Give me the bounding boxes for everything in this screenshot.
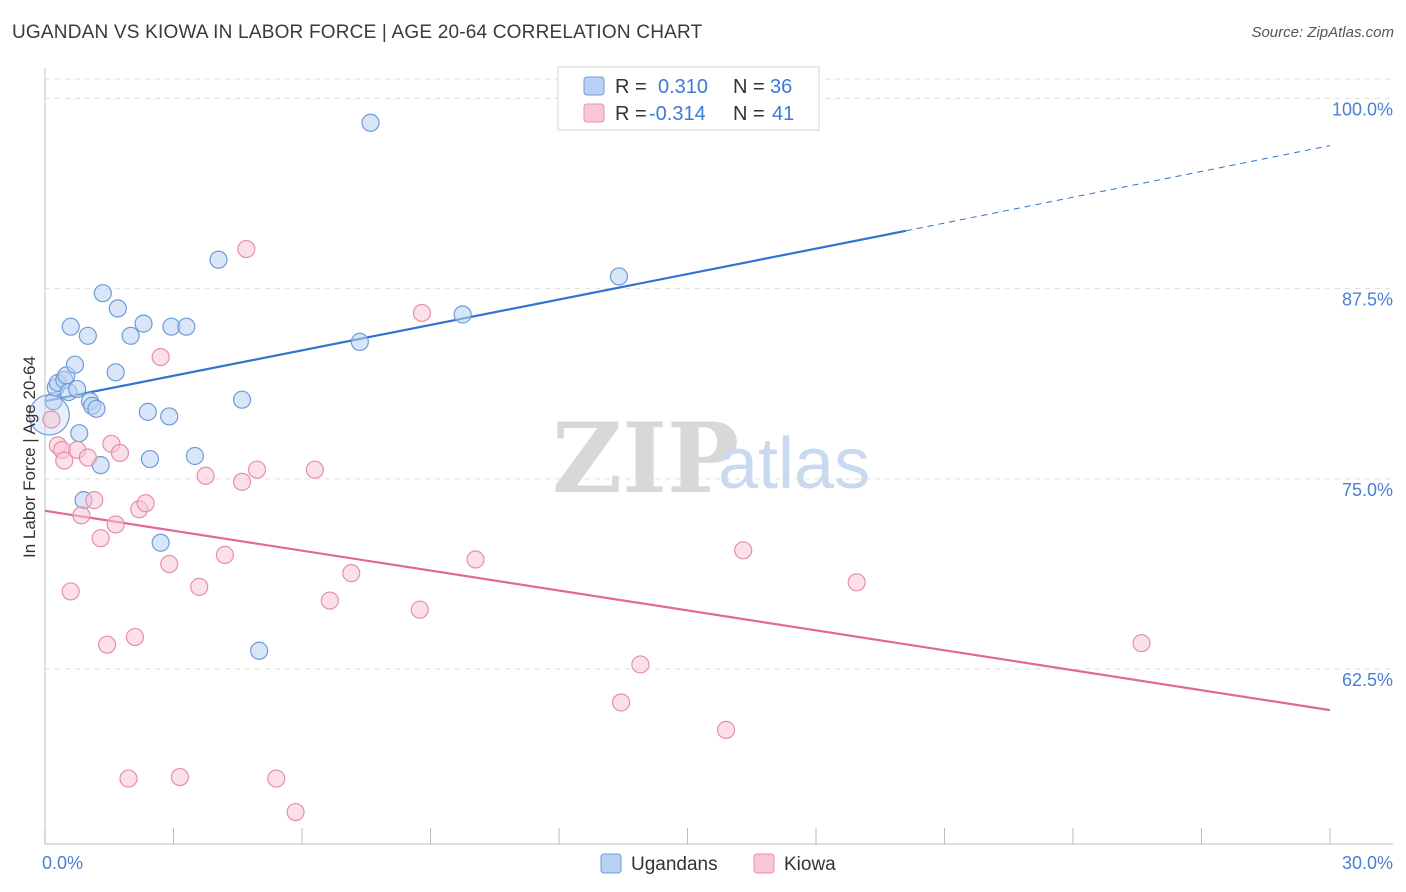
- kiowa-point: [342, 564, 361, 583]
- bottom-legend-swatch-ugandans: [600, 853, 622, 874]
- legend-r-value-ugandans: 0.310: [658, 76, 708, 98]
- ugandans-trend-line: [44, 229, 907, 403]
- chart-title: UGANDAN VS KIOWA IN LABOR FORCE | AGE 20…: [12, 22, 703, 43]
- ugandans-point: [138, 402, 157, 421]
- kiowa-point: [85, 491, 104, 510]
- ugandans-point: [87, 399, 106, 418]
- watermark: ZIP atlas: [552, 402, 870, 515]
- kiowa-point: [305, 460, 324, 479]
- kiowa-points: [42, 239, 1151, 822]
- ugandans-point: [93, 284, 112, 303]
- ugandans-point: [78, 326, 97, 345]
- ugandans-point: [250, 641, 269, 660]
- kiowa-point: [106, 515, 125, 534]
- legend-swatch-ugandans: [583, 76, 605, 96]
- kiowa-point: [61, 582, 80, 601]
- kiowa-point: [247, 460, 267, 479]
- kiowa-point: [734, 541, 753, 560]
- ugandans-point: [140, 449, 160, 469]
- kiowa-point: [286, 802, 305, 822]
- watermark-zip: ZIP: [552, 402, 739, 515]
- kiowa-point: [410, 600, 429, 619]
- kiowa-point: [612, 693, 631, 712]
- ugandans-point: [106, 363, 125, 382]
- kiowa-point: [110, 443, 130, 463]
- ugandans-point: [350, 332, 369, 351]
- series-legend: Ugandans Kiowa: [600, 853, 836, 875]
- kiowa-point: [190, 577, 209, 596]
- ugandans-point: [65, 355, 85, 374]
- legend-n-value-kiowa: 41: [772, 103, 794, 125]
- kiowa-point: [119, 769, 138, 788]
- legend-r-label-ugandans: R =: [615, 76, 647, 98]
- kiowa-point: [847, 573, 866, 592]
- y-tick-labels: 62.5% 75.0% 87.5% 100.0%: [1332, 99, 1393, 690]
- axes: [44, 68, 1393, 845]
- kiowa-point: [151, 347, 170, 367]
- legend-n-label-ugandans: N =: [733, 76, 765, 98]
- y-tick-label: 100.0%: [1332, 99, 1393, 119]
- ugandans-point: [361, 113, 380, 132]
- kiowa-point: [42, 410, 61, 429]
- x-tick-label-max: 30.0%: [1342, 853, 1393, 873]
- kiowa-point: [716, 720, 736, 739]
- kiowa-point: [55, 451, 74, 470]
- ugandans-point: [160, 407, 179, 426]
- ugandans-point: [177, 317, 196, 336]
- kiowa-point: [267, 769, 286, 788]
- source-credit: Source: ZipAtlas.com: [1251, 24, 1394, 41]
- kiowa-point: [160, 554, 179, 574]
- kiowa-point: [215, 545, 234, 565]
- ugandans-point: [61, 317, 80, 336]
- ugandans-point: [108, 299, 127, 318]
- ugandans-point: [151, 533, 170, 552]
- kiowa-point: [72, 506, 91, 525]
- trend-lines: [44, 145, 1331, 712]
- kiowa-point: [91, 529, 110, 548]
- ugandans-point: [121, 326, 140, 345]
- kiowa-point: [170, 767, 190, 787]
- kiowa-point: [78, 448, 97, 467]
- legend-n-label-kiowa: N =: [733, 103, 765, 125]
- watermark-atlas: atlas: [718, 424, 870, 504]
- kiowa-point: [237, 239, 256, 259]
- ugandans-point: [185, 446, 205, 466]
- legend-r-label-kiowa: R =: [615, 103, 647, 125]
- ugandans-point: [68, 379, 87, 399]
- kiowa-point: [631, 655, 650, 674]
- ugandans-point: [134, 314, 153, 333]
- kiowa-point: [196, 466, 215, 485]
- kiowa-trend-line: [44, 509, 1331, 712]
- ugandans-point: [209, 250, 228, 269]
- ugandans-point: [453, 305, 472, 324]
- kiowa-point: [1132, 634, 1151, 653]
- ugandans-point: [70, 424, 89, 443]
- ugandans-trend-extension: [905, 145, 1331, 232]
- ugandans-points: [28, 113, 629, 660]
- y-tick-label: 87.5%: [1342, 290, 1393, 310]
- legend-r-value-kiowa: -0.314: [649, 103, 706, 125]
- bottom-legend-label-ugandans: Ugandans: [631, 854, 718, 875]
- ugandans-point: [609, 267, 629, 286]
- y-axis-title: In Labor Force | Age 20-64: [20, 356, 39, 558]
- bottom-legend-swatch-kiowa: [753, 853, 775, 874]
- legend-swatch-kiowa: [583, 103, 605, 123]
- kiowa-point: [98, 635, 117, 654]
- legend-n-value-ugandans: 36: [770, 76, 792, 98]
- grid-lines: [45, 78, 1393, 670]
- x-tick-label-min: 0.0%: [42, 853, 83, 873]
- y-tick-label: 75.0%: [1342, 480, 1393, 500]
- kiowa-point: [412, 303, 432, 323]
- bottom-legend-label-kiowa: Kiowa: [784, 854, 836, 875]
- ugandans-point: [232, 390, 252, 409]
- kiowa-point: [466, 550, 485, 569]
- stats-legend: R = 0.310 N = 36 R = -0.314 N = 41: [557, 66, 820, 131]
- y-tick-label: 62.5%: [1342, 670, 1393, 690]
- kiowa-point: [136, 494, 155, 513]
- kiowa-point: [232, 472, 252, 491]
- kiowa-point: [125, 627, 145, 647]
- kiowa-point: [320, 591, 339, 610]
